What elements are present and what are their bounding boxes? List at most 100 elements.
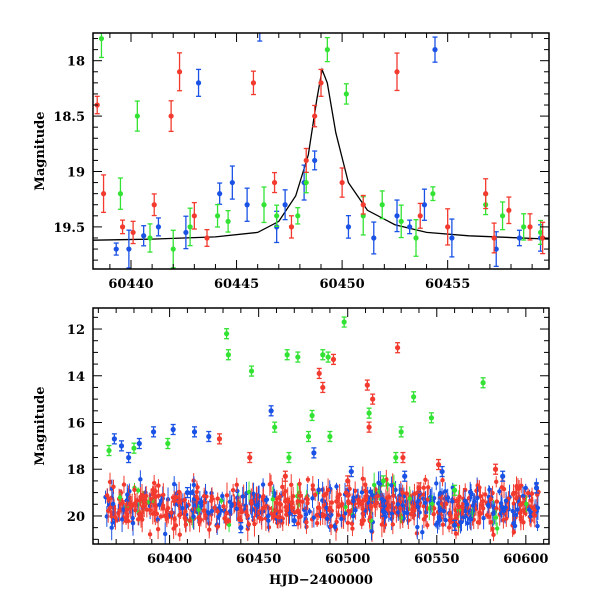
- data-point: [483, 191, 489, 197]
- band-point: [304, 496, 309, 501]
- band-point: [363, 494, 369, 500]
- data-point: [527, 224, 533, 230]
- band-point: [441, 508, 447, 514]
- data-point: [170, 246, 176, 252]
- band-point: [517, 510, 523, 516]
- data-point: [303, 157, 309, 164]
- data-point: [413, 235, 419, 241]
- bottom-axis-ticks: 60400 60450 60500 60550 60600 12 14 16 18 20: [67, 308, 549, 567]
- band-point: [475, 495, 480, 501]
- data-point: [439, 468, 445, 475]
- band-point: [116, 511, 121, 516]
- band-point: [520, 493, 526, 499]
- band-point: [324, 505, 329, 511]
- band-point: [257, 515, 262, 520]
- band-point: [292, 510, 297, 515]
- band-point: [285, 497, 290, 502]
- band-point: [363, 482, 368, 487]
- x-tick-label: 60550: [414, 552, 459, 567]
- band-point: [475, 483, 480, 488]
- band-point: [389, 483, 394, 488]
- data-point: [394, 213, 400, 219]
- band-point: [314, 512, 320, 518]
- band-point: [350, 526, 355, 531]
- band-point: [296, 514, 302, 520]
- data-point: [380, 508, 386, 514]
- band-point: [412, 491, 417, 497]
- data-point: [430, 191, 436, 197]
- band-point: [450, 499, 455, 504]
- x-tick-label: 60400: [147, 552, 192, 567]
- band-point: [334, 484, 339, 489]
- band-point: [327, 505, 333, 510]
- band-point: [316, 487, 321, 493]
- band-point: [404, 491, 409, 496]
- band-point: [245, 513, 250, 518]
- band-point: [187, 518, 193, 523]
- light-curve-full-panel: 60400 60450 60500 60550 60600 12 14 16 18 20 Magn…: [33, 307, 550, 588]
- band-point: [375, 493, 380, 499]
- bottom-series-1: [106, 316, 486, 496]
- band-point: [446, 525, 452, 530]
- data-point: [407, 224, 413, 230]
- light-curve-zoom-panel: 60440 60445 60450 60455 18 18.5 19 19.5 Magnitu…: [33, 32, 550, 292]
- band-point: [525, 490, 531, 496]
- band-point: [135, 488, 141, 493]
- data-point: [113, 246, 119, 252]
- data-point: [247, 454, 253, 461]
- data-point: [345, 224, 352, 230]
- data-point: [366, 424, 372, 430]
- band-point: [109, 525, 114, 530]
- band-point: [215, 509, 220, 514]
- band-point: [260, 482, 266, 487]
- band-point: [501, 486, 507, 492]
- data-point: [417, 213, 423, 219]
- band-point: [400, 490, 405, 495]
- y-tick-label: 18.5: [53, 110, 85, 125]
- band-point: [343, 490, 349, 495]
- data-point: [117, 191, 124, 197]
- band-point: [345, 520, 351, 526]
- band-point: [272, 513, 277, 519]
- y-tick-label: 19.5: [53, 221, 85, 236]
- band-point: [433, 522, 439, 527]
- band-point: [198, 517, 204, 522]
- data-point: [341, 319, 347, 325]
- data-point: [398, 218, 404, 224]
- data-point: [111, 436, 117, 442]
- data-point: [320, 352, 326, 358]
- band-point: [423, 500, 428, 505]
- band-point: [215, 496, 220, 501]
- band-point: [510, 508, 515, 514]
- band-point: [193, 503, 199, 509]
- band-point: [280, 484, 285, 490]
- band-point: [148, 496, 154, 502]
- band-point: [251, 491, 256, 496]
- band-point: [343, 504, 348, 510]
- band-point: [328, 523, 334, 529]
- band-point: [274, 500, 280, 506]
- band-point: [535, 523, 540, 529]
- data-point: [206, 433, 212, 440]
- data-point: [225, 352, 231, 358]
- data-point: [521, 224, 527, 230]
- band-point: [360, 506, 365, 512]
- band-point: [173, 523, 179, 528]
- band-point: [329, 500, 335, 505]
- y-tick-label: 18: [67, 463, 85, 478]
- top-y-axis-label: Magnitude: [33, 111, 48, 190]
- data-point: [284, 352, 290, 358]
- band-point: [501, 508, 507, 514]
- band-point: [196, 507, 201, 512]
- band-point: [182, 497, 187, 503]
- band-point: [119, 517, 125, 522]
- band-point: [304, 519, 309, 525]
- band-point: [295, 508, 301, 513]
- band-point: [420, 530, 425, 535]
- band-point: [191, 514, 196, 519]
- band-point: [160, 503, 166, 508]
- band-point: [343, 511, 348, 516]
- band-point: [298, 493, 303, 498]
- band-point: [339, 516, 344, 522]
- band-point: [504, 516, 509, 521]
